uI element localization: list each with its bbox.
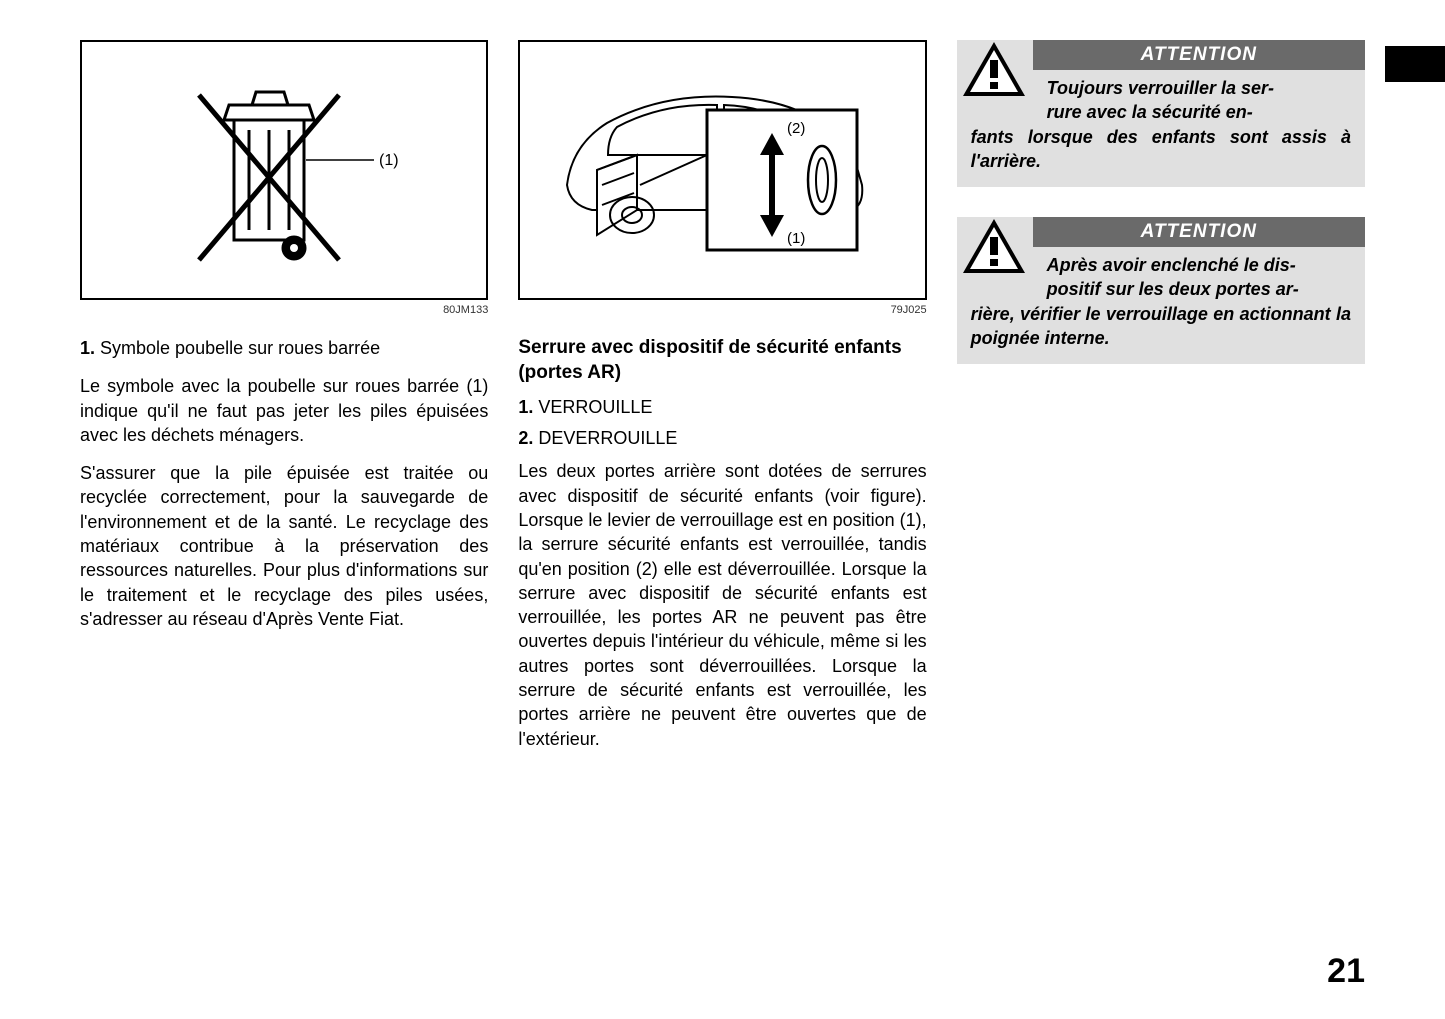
section-tab [1385,46,1445,82]
att1-line2: rure avec la sécurité en- [1047,100,1351,124]
page-number: 21 [1327,952,1365,991]
attention-body-2: Après avoir enclenché le dis- positif su… [971,253,1351,350]
attention-box-1: ATTENTION Toujours verrouiller la ser- r… [957,40,1365,187]
fig1-label: (1) [379,152,399,169]
figure-car: (2) (1) [518,40,926,300]
column-1: (1) 80JM133 1. Symbole poubelle sur roue… [80,40,488,765]
col2-p1: Les deux portes arrière sont dotées de s… [518,459,926,751]
caption-1-text: Symbole poubelle sur roues barrée [95,338,380,358]
att1-rest: fants lorsque des enfants sont assis à l… [971,127,1351,171]
warning-triangle-icon [961,217,1027,275]
col2-item1: 1. VERROUILLE [518,397,926,418]
attention-header-1: ATTENTION [1033,40,1365,70]
col2-item2: 2. DEVERROUILLE [518,428,926,449]
item2-text: DEVERROUILLE [533,428,677,448]
figure-code-1: 80JM133 [80,304,488,316]
caption-1-num: 1. [80,338,95,358]
col2-title: Serrure avec dispositif de sécurité enfa… [518,336,926,385]
column-3: ATTENTION Toujours verrouiller la ser- r… [957,40,1365,765]
attention-header-2: ATTENTION [1033,217,1365,247]
item1-num: 1. [518,397,533,417]
svg-text:(1): (1) [787,230,805,247]
attention-body-1: Toujours verrouiller la ser- rure avec l… [971,76,1351,173]
col1-p1: Le symbole avec la poubelle sur roues ba… [80,374,488,447]
caption-1: 1. Symbole poubelle sur roues barrée [80,336,488,360]
column-2: (2) (1) 79J025 Serrure avec dispositif d… [518,40,926,765]
item1-text: VERROUILLE [533,397,652,417]
item2-num: 2. [518,428,533,448]
att2-line2: positif sur les deux portes ar- [1047,277,1351,301]
col1-p2: S'assurer que la pile épuisée est traité… [80,461,488,631]
figure-code-2: 79J025 [518,304,926,316]
page-content: (1) 80JM133 1. Symbole poubelle sur roue… [0,0,1445,785]
figure-bin: (1) [80,40,488,300]
att2-line1: Après avoir enclenché le dis- [1047,253,1351,277]
att2-rest: rière, vérifier le verrouillage en actio… [971,304,1351,348]
car-childlock-icon: (2) (1) [542,55,902,285]
att1-line1: Toujours verrouiller la ser- [1047,76,1351,100]
attention-box-2: ATTENTION Après avoir enclenché le dis- … [957,217,1365,364]
warning-triangle-icon [961,40,1027,98]
svg-text:(2): (2) [787,120,805,137]
crossed-bin-icon: (1) [144,60,424,280]
